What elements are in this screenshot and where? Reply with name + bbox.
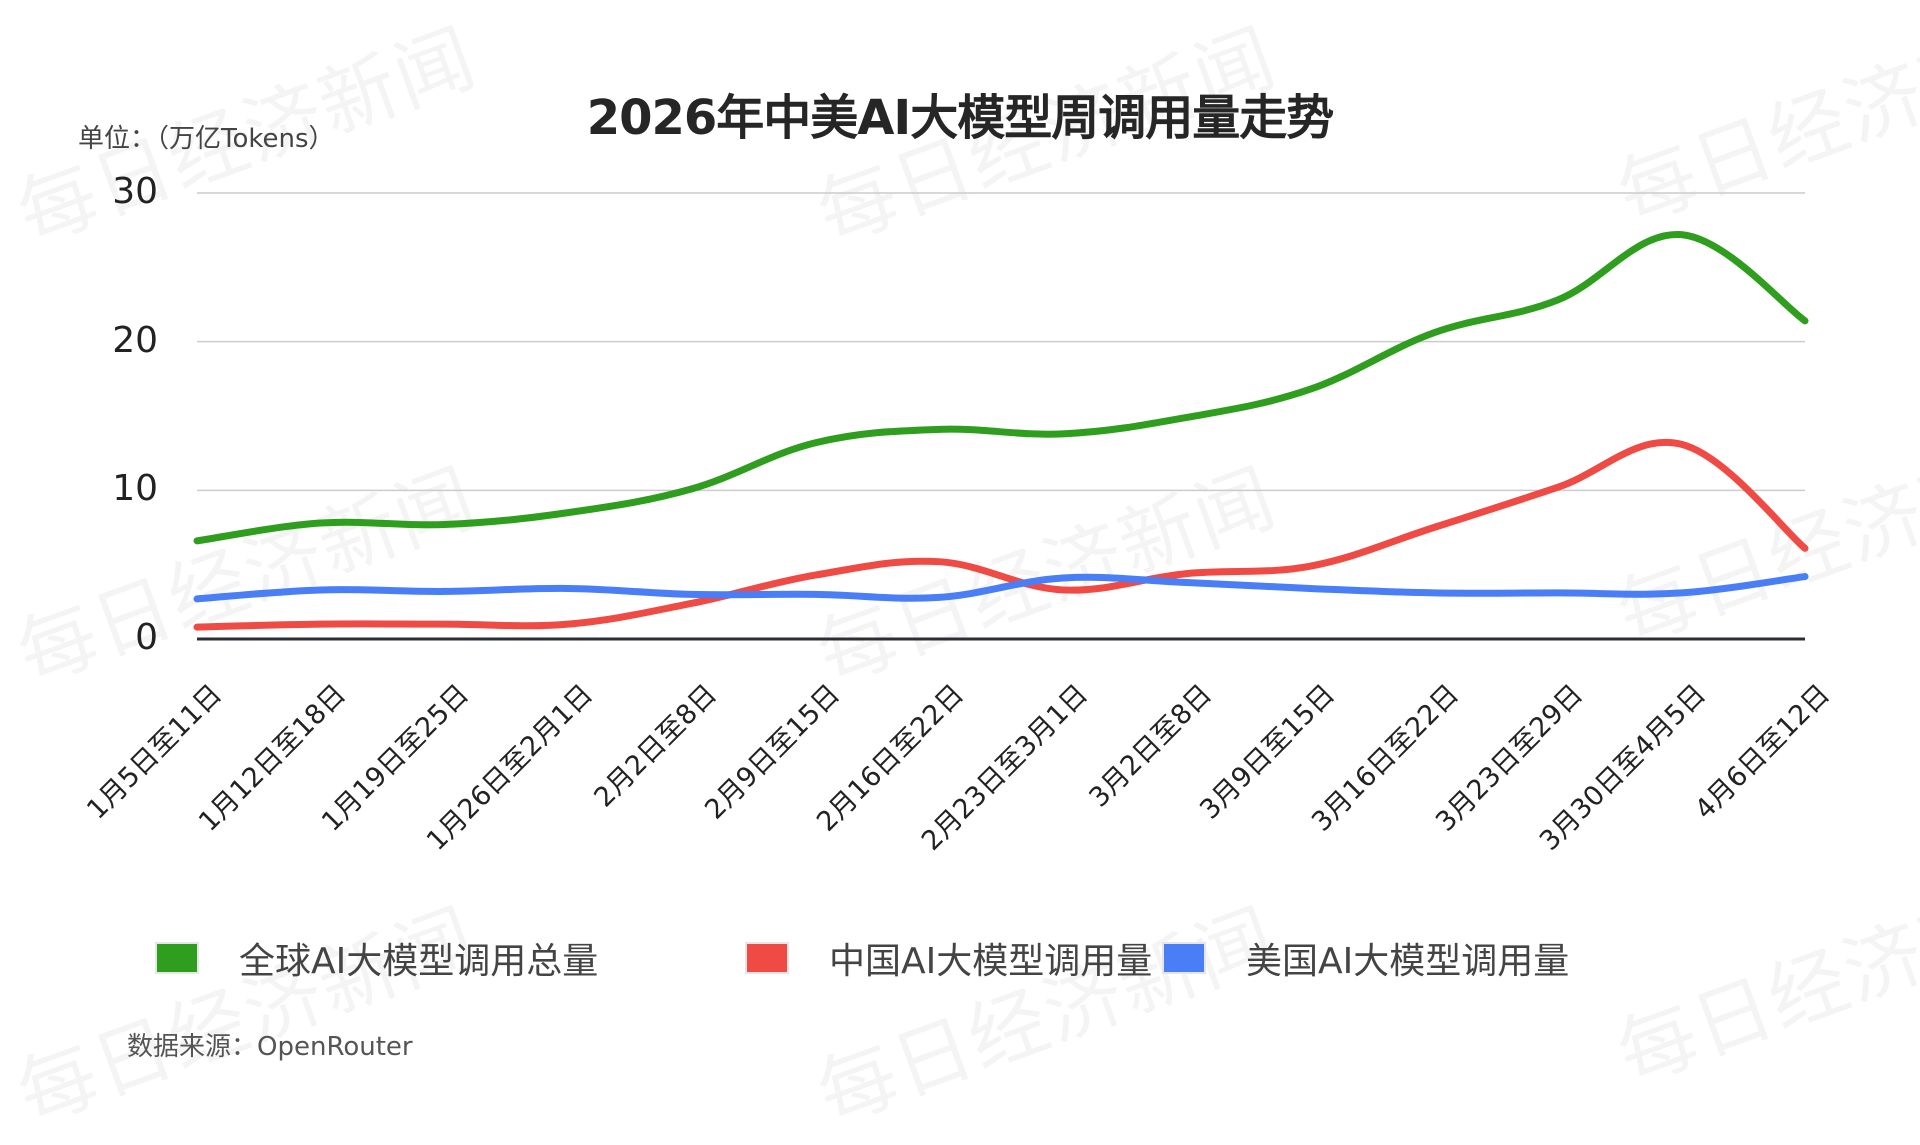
y-tick-label: 30 — [112, 171, 158, 212]
legend-item-china[interactable]: 中国AI大模型调用量 — [745, 938, 1152, 982]
data-source: 数据来源：OpenRouter — [127, 1032, 413, 1062]
series-line-china[interactable] — [193, 438, 1809, 631]
legend-item-global[interactable]: 全球AI大模型调用总量 — [155, 938, 598, 982]
y-tick-label: 20 — [112, 319, 158, 361]
series-line-global[interactable] — [193, 231, 1809, 545]
legend-label-usa: 美国AI大模型调用量 — [1246, 941, 1570, 982]
legend-swatch-china — [745, 942, 789, 974]
y-tick-label: 0 — [135, 617, 158, 658]
unit-label: 单位：（万亿Tokens） — [78, 124, 335, 154]
y-tick-label: 10 — [112, 468, 158, 510]
chart-title: 2026年中美AI大模型周调用量走势 — [586, 90, 1335, 146]
legend-label-china: 中国AI大模型调用量 — [829, 941, 1153, 982]
series-line-usa[interactable] — [193, 573, 1809, 603]
legend-label-global: 全球AI大模型调用总量 — [239, 941, 599, 982]
legend-swatch-usa — [1162, 942, 1206, 974]
legend-item-usa[interactable]: 美国AI大模型调用量 — [1162, 938, 1569, 982]
legend-swatch-global — [155, 942, 199, 974]
plot-area — [193, 192, 1809, 641]
